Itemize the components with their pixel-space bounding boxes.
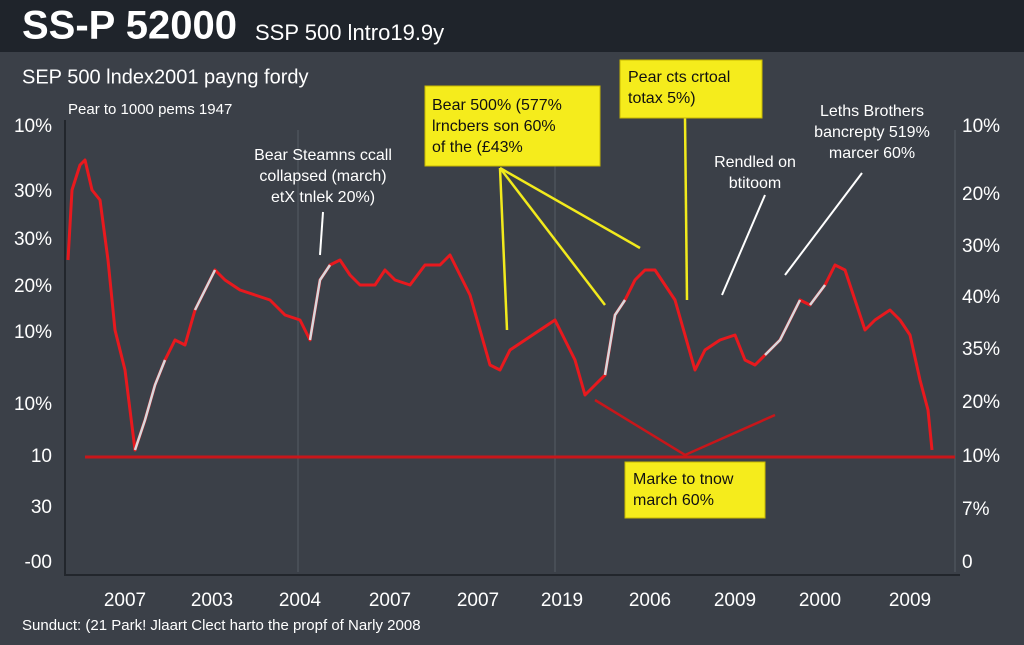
axis-frame: [64, 120, 960, 576]
right-axis-label: 20%: [962, 392, 1000, 413]
left-axis-label: 10%: [14, 116, 52, 137]
annotation: lrncbers son 60%: [432, 118, 556, 135]
right-axis-label: 35%: [962, 339, 1000, 360]
chart-note: Pear to 1000 pems 1947: [68, 101, 232, 118]
right-axis-label: 7%: [962, 499, 990, 520]
left-axis-label: 30%: [14, 181, 52, 202]
left-axis-label: -00: [25, 552, 52, 573]
annotation: Bear 500% (577%: [432, 97, 562, 114]
x-axis-label: 2003: [191, 590, 233, 611]
right-axis-label: 40%: [962, 287, 1000, 308]
left-axis-label: 10%: [14, 394, 52, 415]
footer: Sunduct: (21 Park! Jlaart Clect harto th…: [22, 617, 421, 634]
right-axis-label: 10%: [962, 116, 1000, 137]
annotation: Rendled on: [714, 154, 796, 171]
annotation: Pear cts crtoal: [628, 69, 730, 86]
right-axis-label: 10%: [962, 446, 1000, 467]
x-axis-label: 2006: [629, 590, 671, 611]
left-axis-label: 30: [31, 497, 52, 518]
grid: [297, 130, 956, 572]
chart-subtitle: SEP 500 lndex2001 payng fordy: [22, 66, 309, 88]
x-axis-label: 2007: [104, 590, 146, 611]
right-axis-label: 20%: [962, 184, 1000, 205]
annotation: bancrepty 519%: [814, 124, 930, 141]
annotation: of the (£43%: [432, 139, 523, 156]
title: SS-P 52000: [22, 4, 237, 48]
left-axis-label: 20%: [14, 276, 52, 297]
annotation: march 60%: [633, 492, 714, 509]
annotation: btitoom: [729, 175, 781, 192]
arrows: [319, 117, 863, 457]
rising-segments: [133, 264, 826, 451]
annotation: Leths Brothers: [820, 103, 924, 120]
annotation: etX tnlek 20%): [271, 189, 375, 206]
annotation: Bear Steamns ccall: [254, 147, 392, 164]
header-subtitle: SSP 500 lntro19.9y: [255, 20, 444, 45]
annotation: collapsed (march): [259, 168, 386, 185]
x-axis-label: 2007: [369, 590, 411, 611]
header-bar: [0, 0, 1024, 52]
annotation: Marke to tnow: [633, 471, 734, 488]
x-axis-label: 2004: [279, 590, 322, 611]
x-axis-label: 2019: [541, 590, 583, 611]
left-axis-label: 30%: [14, 229, 52, 250]
left-axis-label: 10: [31, 446, 52, 467]
x-axis-label: 2009: [714, 590, 756, 611]
left-axis-label: 10%: [14, 322, 52, 343]
callout-boxes: [424, 59, 766, 519]
right-axis-label: 0: [962, 552, 973, 573]
annotation: totax 5%): [628, 90, 696, 107]
right-axis-label: 30%: [962, 236, 1000, 257]
x-axis-label: 2000: [799, 590, 841, 611]
annotation: marcer 60%: [829, 145, 915, 162]
x-axis-label: 2007: [457, 590, 499, 611]
x-axis-label: 2009: [889, 590, 931, 611]
